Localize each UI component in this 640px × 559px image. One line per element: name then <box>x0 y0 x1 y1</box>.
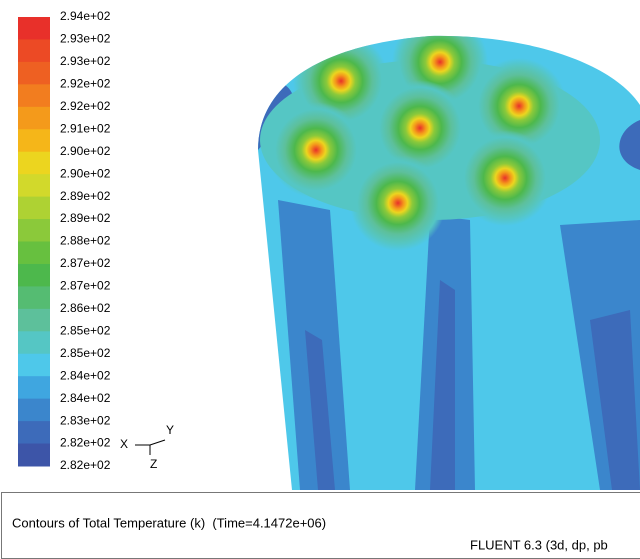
colorbar-label: 2.89e+02 <box>60 211 111 225</box>
colorbar-label: 2.91e+02 <box>60 121 111 135</box>
colorbar-label: 2.90e+02 <box>60 166 111 180</box>
footer-title: Contours of Total Temperature (k) (Time=… <box>12 515 326 530</box>
colorbar-label: 2.82e+02 <box>60 436 111 450</box>
colorbar-label: 2.82e+02 <box>60 458 111 472</box>
colorbar-label: 2.88e+02 <box>60 234 111 248</box>
colorbar-label: 2.84e+02 <box>60 391 111 405</box>
axis-y-label: Y <box>166 423 174 437</box>
colorbar-band <box>18 129 50 153</box>
colorbar-band <box>18 39 50 63</box>
colorbar-label: 2.89e+02 <box>60 189 111 203</box>
colorbar: 2.94e+02 2.93e+02 2.93e+02 2.92e+02 2.92e+02… <box>18 9 111 472</box>
axis-triad <box>135 439 166 455</box>
colorbar-band <box>18 219 50 242</box>
colorbar-label: 2.87e+02 <box>60 279 111 293</box>
axis-z-label: Z <box>150 457 157 471</box>
axis-x-label: X <box>120 437 128 451</box>
colorbar-label: 2.92e+02 <box>60 99 111 113</box>
colorbar-band <box>18 443 50 467</box>
rod <box>258 35 640 490</box>
colorbar-band <box>18 84 50 108</box>
colorbar-band <box>18 17 50 40</box>
colorbar-band <box>18 61 50 85</box>
footer-version: FLUENT 6.3 (3d, dp, pb <box>470 537 608 552</box>
colorbar-label: 2.86e+02 <box>60 301 111 315</box>
colorbar-label: 2.85e+02 <box>60 346 111 360</box>
colorbar-band <box>18 151 50 175</box>
colorbar-label: 2.83e+02 <box>60 413 111 427</box>
colorbar-band <box>18 196 50 220</box>
colorbar-band <box>18 331 50 355</box>
colorbar-band <box>18 106 50 130</box>
colorbar-band <box>18 263 50 287</box>
colorbar-label: 2.90e+02 <box>60 144 111 158</box>
colorbar-band <box>18 174 50 198</box>
colorbar-band <box>18 376 50 400</box>
colorbar-label: 2.85e+02 <box>60 323 111 337</box>
colorbar-band <box>18 241 50 265</box>
footer-panel <box>1 492 640 559</box>
colorbar-label: 2.94e+02 <box>60 9 111 23</box>
colorbar-label: 2.84e+02 <box>60 368 111 382</box>
colorbar-band <box>18 308 50 332</box>
colorbar-band <box>18 421 50 445</box>
colorbar-band <box>18 398 50 422</box>
colorbar-band <box>18 353 50 377</box>
colorbar-label: 2.87e+02 <box>60 256 111 270</box>
colorbar-band <box>18 286 50 310</box>
colorbar-label: 2.93e+02 <box>60 32 111 46</box>
colorbar-label: 2.93e+02 <box>60 54 111 68</box>
colorbar-label: 2.92e+02 <box>60 77 111 91</box>
